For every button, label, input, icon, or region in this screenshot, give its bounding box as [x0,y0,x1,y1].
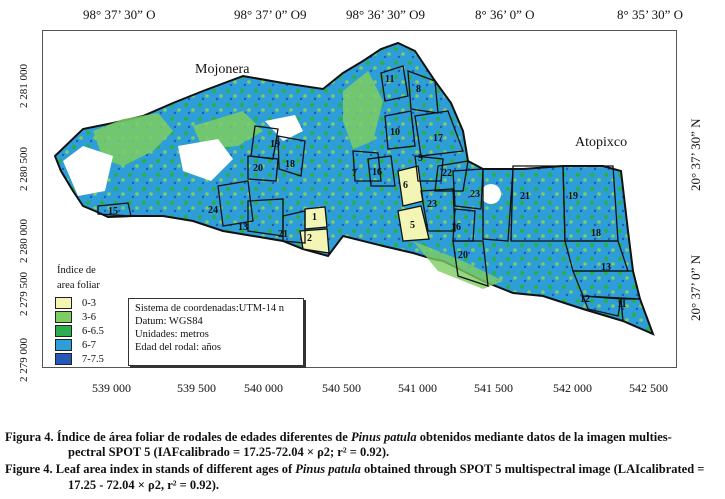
legend-item: 6-7 [55,339,96,351]
legend-label: 0-3 [82,297,96,309]
stand-label: 19 [270,139,280,150]
stand-label: 21 [278,229,288,240]
top-coord-2: 98° 37’ 0” O9 [234,7,307,22]
caption-en-species: Pinus patula [295,462,361,476]
stand-label: 23 [470,189,480,200]
legend-item: 3-6 [55,311,96,323]
top-coord-4: 8° 36’ 0” O [475,7,535,22]
map-graphic [53,41,655,336]
legend-swatch [55,353,72,365]
caption-es-species: Pinus patula [350,430,417,444]
legend-item: 0-3 [55,297,96,309]
x-tick: 540 500 [322,381,361,395]
stand-label: 9 [418,153,423,164]
stand-label: 18 [591,228,601,239]
caption-es-line2: pectral SPOT 5 (IAFcalibrado = 17.25-72.… [68,445,390,459]
stand-label: 6 [403,180,408,191]
place-mojonera: Mojonera [195,62,250,77]
stand-label: 2 [307,233,312,244]
top-coord-3: 98° 36’ 30” O9 [346,7,425,22]
top-coord-1: 98° 37’ 30” O [83,7,156,22]
x-tick: 541 500 [474,381,513,395]
x-tick: 542 000 [553,381,592,395]
stand-label: 22 [442,168,452,179]
stand-label: 23 [427,199,437,210]
map-frame [42,30,677,368]
legend-label: 6-6.5 [82,325,104,337]
legend-label: 6-7 [82,339,96,351]
caption-es-prefix: Figura 4. Índice de área foliar de rodal… [5,430,351,444]
legend-item: 6-6.5 [55,325,104,337]
y-tick-2: 2 280 500 [18,147,30,191]
legend-item: 7-7.5 [55,353,104,365]
stand-label: 12 [580,294,590,305]
stand-label: 11 [617,299,627,310]
stand-label: 19 [568,191,578,202]
x-tick: 539 000 [92,381,131,395]
stand-label: 8 [416,84,421,95]
legend-swatch [55,297,72,309]
right-coord-2: 20° 37’ 0” N [688,255,703,321]
y-tick-4: 2 279 500 [18,272,30,316]
x-tick: 541 000 [398,381,437,395]
stand-label: 13 [601,262,611,273]
stand-label: 21 [520,191,530,202]
info-line: Datum: WGS84 [135,316,203,327]
info-line: Sistema de coordenadas:UTM-14 n [135,303,285,314]
legend-swatch [55,325,72,337]
stand-label: 15 [108,206,118,217]
caption-en: Figure 4. Leaf area index in stands of d… [5,462,704,477]
caption-en-line2: 17.25 - 72.04 × ρ2, r² = 0.92). [68,478,220,492]
y-tick-1: 2 281 000 [18,64,30,108]
y-tick-5: 2 279 000 [18,338,30,382]
stand-label: 20 [253,163,263,174]
stand-label: 7 [352,168,357,179]
legend-swatch [55,311,72,323]
stand-label: 16 [451,222,461,233]
legend-title-1: Índice de [57,265,96,276]
stand-label: 24 [208,205,218,216]
stand-label: 18 [285,159,295,170]
legend-swatch [55,339,72,351]
coordinate-info-box: Sistema de coordenadas:UTM-14 n Datum: W… [128,298,304,366]
legend-label: 7-7.5 [82,353,104,365]
caption-en-suffix: obtained through SPOT 5 multispectral im… [360,462,705,476]
legend-title-2: area foliar [57,280,100,291]
y-tick-3: 2 280 000 [18,219,30,263]
x-tick: 542 500 [629,381,668,395]
x-tick: 539 500 [177,381,216,395]
legend-label: 3-6 [82,311,96,323]
stand-label: 5 [410,220,415,231]
stand-label: 10 [390,127,400,138]
stand-label: 13 [238,222,248,233]
stand-label: 17 [433,133,443,144]
place-atopixco: Atopixco [575,135,628,150]
stand-label: 16 [372,167,382,178]
top-coord-5: 8° 35’ 30” O [617,7,683,22]
caption-en-prefix: Figure 4. Leaf area index in stands of d… [5,462,296,476]
info-line: Unidades: metros [135,329,209,340]
stand-label: 11 [385,74,395,85]
info-line: Edad del rodal: años [135,342,222,353]
caption-es-suffix: obtenidos mediante datos de la imagen mu… [416,430,672,444]
x-tick: 540 000 [244,381,283,395]
caption-es: Figura 4. Índice de área foliar de rodal… [5,430,672,445]
stand-label: 1 [312,212,317,223]
right-coord-1: 20° 37’ 30” N [688,118,703,191]
stand-label: 20 [458,250,468,261]
